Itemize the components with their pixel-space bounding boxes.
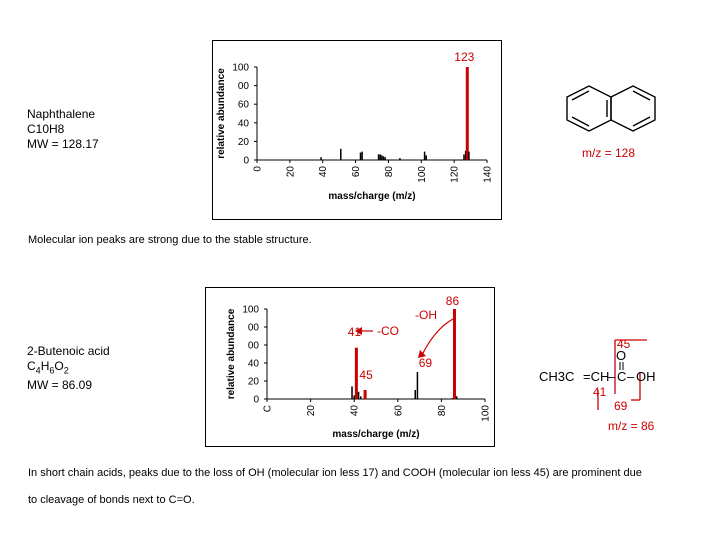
- compound1-name: Naphthalene: [27, 107, 96, 121]
- y-tick-label: 00: [248, 323, 260, 334]
- caption-2-line-2: to cleavage of bonds next to C=O.: [28, 494, 195, 506]
- y-tick-label: 00: [238, 81, 250, 92]
- x-tick-label: 60: [351, 166, 362, 178]
- spectrum-chart-2: 0 20 40 00 00 100 C 20 40 60 80 100 mass/charge (m/z…: [205, 287, 495, 447]
- x-tick-label: 100: [481, 405, 492, 422]
- x-tick-label: 20: [306, 405, 317, 417]
- peak-bar: [399, 158, 401, 160]
- peak-bar: [463, 154, 465, 160]
- x-tick-label: 0: [253, 166, 264, 172]
- peak-bar: [363, 390, 367, 399]
- y-axis-label: relative abundance: [216, 68, 227, 159]
- x-tick-label: 80: [384, 166, 395, 178]
- peak-annotation-123: 123: [454, 50, 474, 64]
- x-tick-label: 120: [450, 166, 461, 183]
- x-tick-label: 140: [483, 166, 494, 183]
- struct-o-top: O: [616, 348, 626, 363]
- arrow-oh-head: [418, 350, 426, 358]
- chart2-frame: [205, 287, 495, 447]
- peak-annotation-45: 45: [359, 368, 373, 382]
- y-tick-label: 20: [238, 137, 250, 148]
- x-axis-label: mass/charge (m/z): [328, 191, 415, 202]
- arrow-oh-curve: [421, 318, 454, 356]
- peak-bar: [382, 156, 385, 160]
- x-tick-label: 80: [437, 405, 448, 417]
- compound1-mw: MW = 128.17: [27, 137, 99, 151]
- struct-dash1: –: [608, 369, 616, 384]
- peak-annotation-41: 41: [348, 325, 362, 339]
- peak-bar: [379, 154, 381, 160]
- caption-2-line-1: In short chain acids, peaks due to the l…: [28, 467, 642, 479]
- peak-bar: [361, 151, 363, 160]
- compound2-mw: MW = 86.09: [27, 378, 93, 393]
- peak-bar: [340, 148, 342, 160]
- y-tick-label: 40: [248, 359, 260, 370]
- x-tick-label: C: [263, 405, 274, 412]
- y-tick-label: 0: [243, 156, 249, 167]
- struct-ch3c: CH3C: [539, 369, 574, 384]
- peak-bar: [452, 309, 456, 399]
- caption-2: In short chain acids, peaks due to the l…: [28, 466, 708, 508]
- peak-bar: [354, 347, 358, 399]
- struct-dash2: –: [627, 369, 635, 384]
- y-tick-label: 40: [238, 118, 250, 129]
- x-tick-label: 100: [417, 166, 428, 183]
- x-tick-label: 40: [318, 166, 329, 178]
- compound2-formula: C4H6O2: [27, 359, 69, 376]
- peak-bar: [451, 398, 454, 399]
- peak-bar: [359, 152, 362, 160]
- butenoic-acid-structure: CH3C =CH – C – OH O 45 41 69 m/z = 86: [539, 337, 656, 433]
- y-axis-label: relative abundance: [226, 308, 237, 399]
- peak-bar: [455, 396, 458, 399]
- peak-bar: [416, 372, 419, 399]
- peak-bar: [425, 155, 427, 160]
- spectrum-chart-1: 0 20 40 60 00 100 0 20 40 60 80 100 120 140 mass/charg…: [212, 40, 502, 220]
- naphthalene-structure: [566, 85, 656, 132]
- peak-bar: [351, 386, 353, 399]
- y-tick-label: 20: [248, 377, 260, 388]
- peak-bar: [384, 157, 386, 160]
- arrow-co-head: [355, 327, 362, 335]
- caption-1: Molecular ion peaks are strong due to th…: [28, 234, 312, 246]
- x-tick-label: 40: [350, 405, 361, 417]
- compound2-mz-label: m/z = 86: [608, 419, 655, 433]
- compound1-info: Naphthalene C10H8 MW = 128.17: [27, 107, 99, 152]
- peak-bar: [320, 157, 322, 160]
- peak-bar: [423, 151, 426, 160]
- peak-bar: [353, 395, 355, 399]
- loss-co-label: -CO: [377, 324, 399, 338]
- peak-annotation-69: 69: [419, 356, 433, 370]
- y-tick-label: 0: [253, 395, 259, 406]
- compound1-formula: C10H8: [27, 122, 65, 136]
- peak-bar: [359, 396, 362, 399]
- struct-label-69: 69: [614, 399, 628, 413]
- peak-annotation-86: 86: [446, 294, 460, 308]
- peak-bar: [464, 150, 467, 160]
- struct-eq: =CH: [583, 369, 609, 384]
- compound1-mz-label: m/z = 128: [582, 146, 636, 160]
- peak-bar: [465, 67, 469, 160]
- struct-label-41: 41: [593, 385, 607, 399]
- peak-bar: [357, 391, 360, 399]
- chart1-frame: [212, 40, 502, 220]
- peak-bar: [468, 151, 470, 160]
- x-tick-label: 20: [285, 166, 296, 178]
- compound2-name: 2-Butenoic acid: [27, 344, 110, 358]
- y-tick-label: 100: [242, 305, 259, 316]
- y-tick-label: 60: [238, 100, 250, 111]
- struct-oh: OH: [636, 369, 656, 384]
- peak-bar: [414, 390, 416, 399]
- peak-bar: [377, 154, 380, 160]
- y-tick-label: 100: [232, 63, 249, 74]
- struct-c: C: [617, 369, 626, 384]
- x-axis-label: mass/charge (m/z): [332, 429, 419, 440]
- y-tick-label: 00: [248, 341, 260, 352]
- loss-oh-label: -OH: [415, 308, 437, 322]
- peak-bar: [381, 155, 383, 160]
- compound2-info: 2-Butenoic acid C4H6O2 MW = 86.09: [27, 344, 110, 393]
- x-tick-label: 60: [393, 405, 404, 417]
- struct-label-45: 45: [617, 337, 631, 351]
